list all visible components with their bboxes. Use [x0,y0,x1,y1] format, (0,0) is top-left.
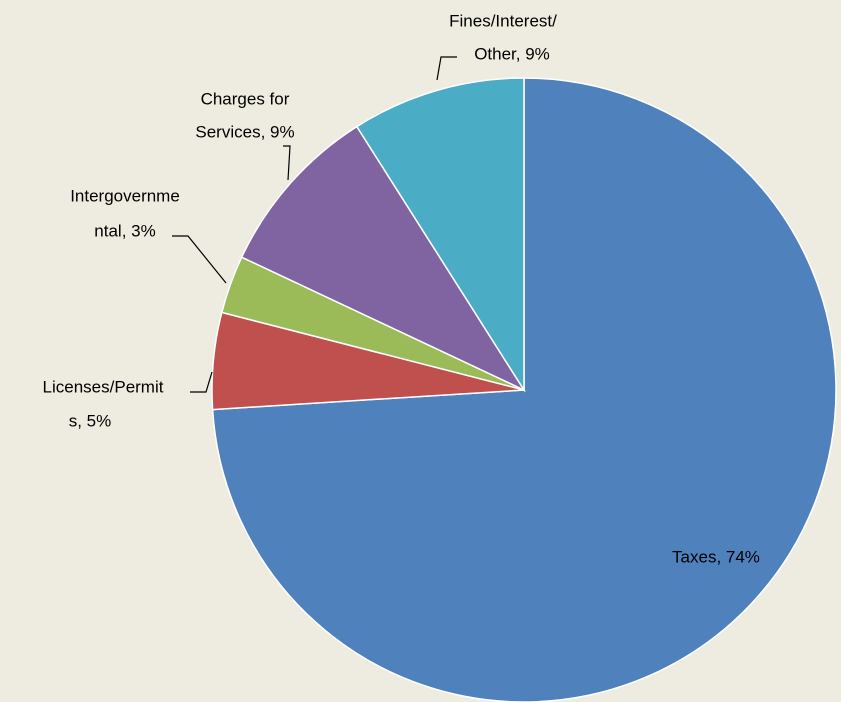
leader-line [436,56,457,81]
slice-label: Fines/Interest/ [449,11,557,30]
slice-label: Other, 9% [474,44,550,63]
slice-label: Charges for [201,89,290,108]
slice-label: Services, 9% [195,122,294,141]
slice-label: Intergovernme [70,186,180,205]
pie-slice [355,77,525,393]
slice-label: ntal, 3% [94,221,155,240]
slice-label: Licenses/Permit [43,377,164,396]
leader-line [172,235,227,284]
pie-slice [240,125,527,392]
slice-label: s, 5% [69,411,112,430]
leader-line [190,371,213,393]
leader-line [283,145,291,181]
slice-label: Taxes, 74% [672,547,760,566]
